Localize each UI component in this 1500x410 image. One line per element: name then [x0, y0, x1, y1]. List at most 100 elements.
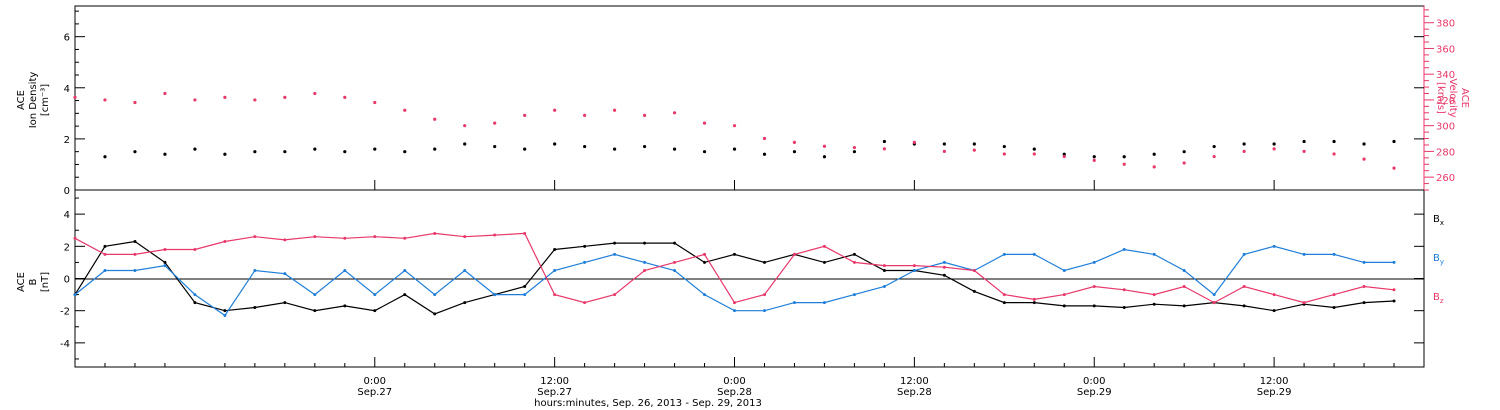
velocity-point — [1033, 152, 1036, 155]
bz-point — [853, 261, 856, 264]
bx-point — [1243, 304, 1246, 307]
by-point — [1063, 269, 1066, 272]
density-point — [1093, 155, 1096, 158]
density-point — [973, 142, 976, 145]
velocity-point — [643, 114, 646, 117]
by-point — [1213, 293, 1216, 296]
velocity-point — [943, 150, 946, 153]
by-point — [74, 293, 77, 296]
velocity-point — [373, 101, 376, 104]
density-point — [403, 150, 406, 153]
velocity-point — [673, 111, 676, 114]
density-point — [1153, 153, 1156, 156]
bz-point — [943, 266, 946, 269]
velocity-point — [823, 145, 826, 148]
density-point — [283, 150, 286, 153]
by-point — [763, 309, 766, 312]
bx-point — [193, 301, 196, 304]
by-point — [1393, 261, 1396, 264]
by-point — [643, 261, 646, 264]
velocity-label-line2: Velocity — [1447, 78, 1458, 117]
bx-point — [1183, 304, 1186, 307]
legend-by: By — [1433, 253, 1444, 266]
velocity-point — [73, 96, 76, 99]
by-point — [553, 269, 556, 272]
bx-point — [283, 301, 286, 304]
bz-point — [553, 293, 556, 296]
by-point — [133, 269, 136, 272]
velocity-point — [433, 118, 436, 121]
b-tick-label: 4 — [64, 210, 70, 221]
velocity-point — [703, 121, 706, 124]
velocity-point — [1362, 158, 1365, 161]
velocity-point — [193, 98, 196, 101]
bx-point — [163, 261, 166, 264]
velocity-point — [1063, 155, 1066, 158]
density-label-line2: Ion Density — [28, 72, 39, 129]
velocity-point — [553, 109, 556, 112]
bz-point — [74, 237, 77, 240]
bz-point — [703, 253, 706, 256]
velocity-point — [733, 124, 736, 127]
bz-point — [283, 238, 286, 241]
bz-point — [733, 301, 736, 304]
density-point — [223, 153, 226, 156]
bz-point — [1003, 293, 1006, 296]
bx-point — [313, 309, 316, 312]
x-tick-date: Sep.27 — [537, 387, 572, 398]
velocity-label-unit: [km/s] — [1435, 82, 1446, 114]
density-point — [1362, 142, 1365, 145]
bx-point — [1273, 309, 1276, 312]
b-tick-label: -4 — [60, 339, 70, 350]
bz-point — [1183, 285, 1186, 288]
b-tick-label: 2 — [64, 242, 70, 253]
bx-point — [583, 245, 586, 248]
bz-point — [343, 237, 346, 240]
density-point — [523, 148, 526, 151]
by-point — [913, 269, 916, 272]
x-tick-time: 0:00 — [723, 376, 745, 387]
velocity-point — [1213, 155, 1216, 158]
by-point — [1363, 261, 1366, 264]
bz-point — [403, 237, 406, 240]
b-tick-label: 0 — [64, 275, 70, 286]
density-point — [463, 142, 466, 145]
velocity-point — [853, 146, 856, 149]
density-point — [313, 148, 316, 151]
bz-point — [433, 232, 436, 235]
b-axis-label: ACE B [nT] — [16, 272, 51, 292]
by-point — [1093, 261, 1096, 264]
bx-point — [343, 304, 346, 307]
velocity-point — [343, 96, 346, 99]
bx-point — [133, 240, 136, 243]
bx-point — [103, 245, 106, 248]
x-tick-time: 0:00 — [1083, 376, 1105, 387]
velocity-tick-label: 260 — [1436, 173, 1455, 184]
density-point — [823, 155, 826, 158]
b-label-line1: ACE — [16, 272, 27, 292]
velocity-point — [1392, 167, 1395, 170]
density-point — [883, 140, 886, 143]
velocity-point — [1153, 165, 1156, 168]
x-tick-time: 0:00 — [364, 376, 386, 387]
velocity-point — [763, 137, 766, 140]
velocity-point — [1183, 161, 1186, 164]
legend-bz: Bz — [1433, 292, 1444, 305]
bx-point — [733, 253, 736, 256]
by-point — [583, 261, 586, 264]
by-point — [613, 253, 616, 256]
bz-point — [163, 248, 166, 251]
by-point — [373, 293, 376, 296]
velocity-point — [493, 121, 496, 124]
bx-point — [1333, 306, 1336, 309]
by-point — [793, 301, 796, 304]
density-label-unit: [cm⁻³] — [40, 84, 51, 116]
by-point — [1153, 253, 1156, 256]
density-point — [1392, 140, 1395, 143]
by-point — [493, 293, 496, 296]
x-tick-date: Sep.28 — [897, 387, 932, 398]
velocity-point — [1332, 152, 1335, 155]
density-axis-label: ACE Ion Density [cm⁻³] — [16, 72, 51, 129]
bz-point — [373, 235, 376, 238]
bx-point — [463, 301, 466, 304]
